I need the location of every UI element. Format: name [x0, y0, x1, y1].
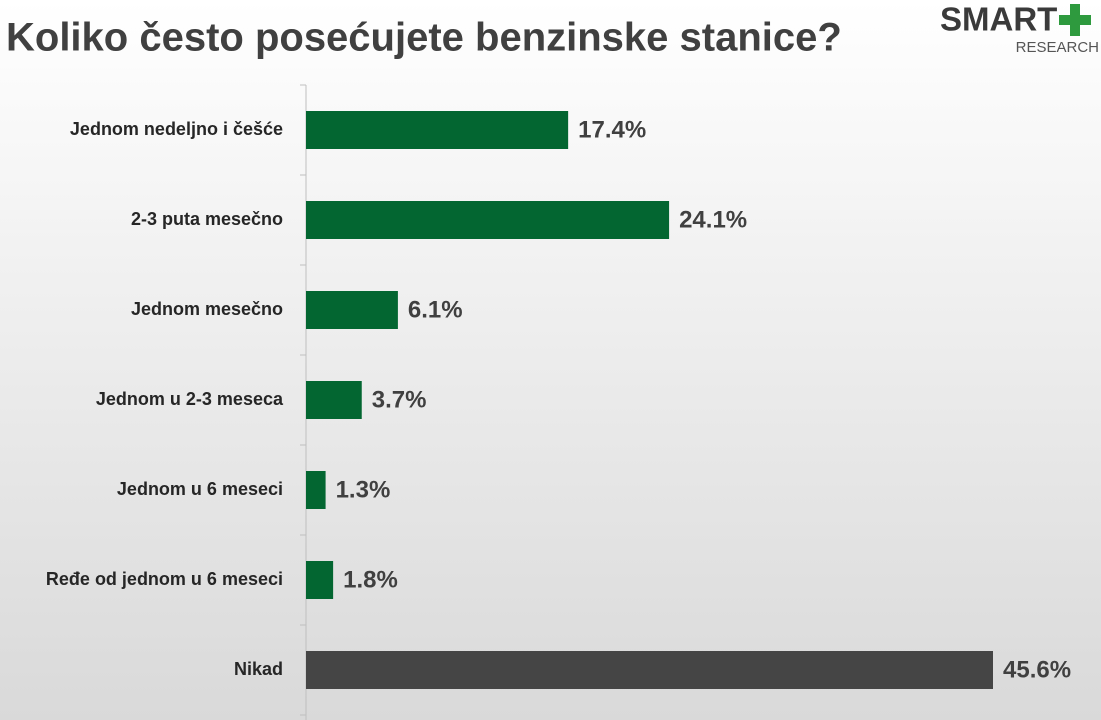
value-label: 24.1% — [679, 206, 747, 233]
bar — [306, 201, 670, 239]
value-label: 6.1% — [408, 296, 463, 323]
bar — [306, 291, 398, 329]
category-label: Jednom mesečno — [131, 299, 283, 319]
bar — [306, 651, 993, 689]
logo: SMART RESEARCH — [940, 1, 1099, 56]
category-label: 2-3 puta mesečno — [131, 209, 283, 229]
value-label: 1.3% — [336, 476, 391, 503]
logo-tagline: RESEARCH — [1016, 39, 1099, 56]
value-label: 45.6% — [1003, 656, 1071, 683]
value-label: 3.7% — [372, 386, 427, 413]
value-label: 1.8% — [343, 566, 398, 593]
bar — [306, 381, 362, 419]
bar — [306, 111, 569, 149]
category-label: Jednom u 2-3 meseca — [96, 389, 284, 409]
bar — [306, 561, 334, 599]
logo-plus — [1059, 4, 1091, 36]
logo-name: SMART — [940, 1, 1057, 38]
bar — [306, 471, 326, 509]
chart-title: Koliko često posećujete benzinske stanic… — [6, 16, 842, 60]
value-label: 17.4% — [578, 116, 646, 143]
category-label: Jednom u 6 meseci — [117, 479, 283, 499]
category-label: Jednom nedeljno i češće — [70, 119, 283, 139]
category-label: Ređe od jednom u 6 meseci — [46, 569, 283, 589]
category-label: Nikad — [234, 659, 283, 679]
